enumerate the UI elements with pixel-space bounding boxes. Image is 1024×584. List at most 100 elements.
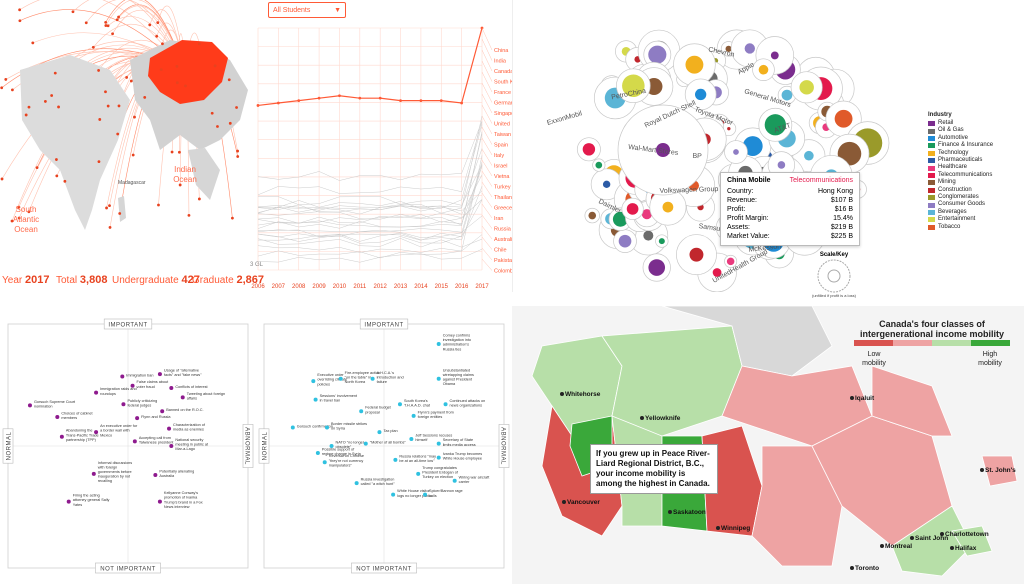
- quadrant-point[interactable]: [94, 430, 99, 435]
- quadrant-point[interactable]: [167, 426, 172, 431]
- quadrant-point[interactable]: [313, 397, 318, 402]
- origin-dot: [178, 183, 182, 187]
- country-label[interactable]: China: [494, 48, 509, 54]
- quadrant-point[interactable]: [397, 402, 402, 407]
- legend-swatch: [928, 143, 935, 149]
- quadrant-point[interactable]: [55, 415, 60, 420]
- quadrant-point-label: Publicly criticizing federal judges: [127, 399, 157, 408]
- region-labrador[interactable]: [871, 365, 953, 437]
- quadrant-point[interactable]: [423, 492, 428, 497]
- region-quebec-south[interactable]: [891, 505, 973, 577]
- quadrant-point[interactable]: [160, 409, 165, 414]
- legend-item[interactable]: Oil & Gas: [928, 127, 993, 134]
- country-label[interactable]: Taiwan: [494, 132, 511, 138]
- quadrant-point[interactable]: [315, 450, 320, 455]
- origin-dot: [235, 106, 238, 109]
- legend-item[interactable]: Pharmaceuticals: [928, 157, 993, 164]
- quadrant-point[interactable]: [377, 430, 382, 435]
- quadrant-point[interactable]: [290, 425, 295, 430]
- country-label[interactable]: France: [494, 90, 511, 96]
- quadrant-point[interactable]: [391, 492, 396, 497]
- country-label[interactable]: Turkey: [494, 185, 511, 191]
- legend-item[interactable]: Consumer Goods: [928, 201, 993, 208]
- quadrant-point[interactable]: [338, 376, 343, 381]
- country-label[interactable]: Canada: [494, 69, 512, 75]
- quadrant-point[interactable]: [180, 395, 185, 400]
- quadrant-point[interactable]: [436, 376, 441, 381]
- tooltip-value: $225 B: [830, 233, 853, 240]
- quadrant-point[interactable]: [359, 409, 364, 414]
- origin-dot: [187, 213, 191, 217]
- country-label[interactable]: Singapo: [494, 111, 512, 117]
- quadrant-point[interactable]: [411, 413, 416, 418]
- quadrant-point[interactable]: [27, 403, 32, 408]
- quadrant-point[interactable]: [416, 471, 421, 476]
- country-label[interactable]: Spain: [494, 143, 508, 149]
- legend-item[interactable]: Mining: [928, 179, 993, 186]
- quadrant-point[interactable]: [121, 402, 126, 407]
- quadrant-point[interactable]: [132, 439, 137, 444]
- country-label[interactable]: United: [494, 122, 510, 128]
- legend-item[interactable]: Telecommunications: [928, 172, 993, 179]
- country-label[interactable]: South K: [494, 80, 512, 86]
- country-label[interactable]: Chile: [494, 248, 507, 254]
- legend-item[interactable]: Automotive: [928, 135, 993, 142]
- legend-swatch: [928, 195, 935, 201]
- country-label[interactable]: India: [494, 59, 507, 65]
- origin-dot: [133, 115, 136, 119]
- quadrant-point[interactable]: [120, 374, 125, 379]
- country-label[interactable]: Thailan: [494, 195, 512, 201]
- legend-item[interactable]: Finance & Insurance: [928, 142, 993, 149]
- quadrant-point[interactable]: [153, 472, 158, 477]
- legend-item[interactable]: Tobacco: [928, 224, 993, 231]
- region-maritimes[interactable]: [951, 525, 993, 557]
- quadrant-point[interactable]: [157, 372, 162, 377]
- country-label[interactable]: Vietna: [494, 174, 510, 180]
- legend-item[interactable]: Healthcare: [928, 164, 993, 171]
- legend-item[interactable]: Retail: [928, 120, 993, 127]
- country-label[interactable]: Israel: [494, 164, 507, 170]
- quadrant-point[interactable]: [354, 481, 359, 486]
- quadrant-point[interactable]: [436, 342, 441, 347]
- quadrant-point[interactable]: [436, 455, 441, 460]
- quadrant-point[interactable]: [59, 434, 64, 439]
- country-label[interactable]: Iran: [494, 216, 503, 222]
- background-series-line: [257, 165, 483, 244]
- quadrant-point[interactable]: [169, 444, 174, 448]
- quadrant-point[interactable]: [452, 478, 457, 483]
- quadrant-point[interactable]: [169, 386, 174, 391]
- legend-item[interactable]: Entertainment: [928, 216, 993, 223]
- country-label[interactable]: Australi: [494, 237, 512, 243]
- country-label[interactable]: Colomb: [494, 269, 512, 275]
- quadrant-point[interactable]: [443, 402, 448, 407]
- quadrant-point[interactable]: [363, 441, 368, 446]
- region-newfoundland[interactable]: [981, 455, 1018, 487]
- origin-dot: [177, 150, 181, 154]
- quadrant-point[interactable]: [329, 444, 334, 448]
- quadrant-point[interactable]: [393, 457, 398, 462]
- legend-item[interactable]: Conglomerates: [928, 194, 993, 201]
- quadrant-point[interactable]: [311, 379, 316, 384]
- quadrant-point[interactable]: [91, 471, 96, 476]
- country-label[interactable]: Greece: [494, 206, 512, 212]
- country-label[interactable]: Italy: [494, 153, 504, 159]
- quadrant-point[interactable]: [157, 499, 162, 504]
- country-label[interactable]: Pakista: [494, 258, 512, 264]
- quadrant-point[interactable]: [409, 437, 414, 442]
- quadrant-point[interactable]: [436, 441, 441, 446]
- quadrant-point[interactable]: [94, 390, 99, 395]
- quadrant-point[interactable]: [66, 499, 71, 504]
- quadrant-point[interactable]: [370, 376, 375, 381]
- country-label[interactable]: Russia: [494, 227, 512, 233]
- quadrant-point[interactable]: [135, 416, 140, 421]
- country-label[interactable]: German: [494, 101, 512, 107]
- country-connector: [481, 247, 493, 261]
- legend-item[interactable]: Construction: [928, 187, 993, 194]
- legend-item[interactable]: Beverages: [928, 209, 993, 216]
- quadrant-point[interactable]: [325, 425, 329, 430]
- student-type-dropdown[interactable]: All Students ▼: [268, 2, 346, 18]
- quadrant-point[interactable]: [130, 383, 135, 388]
- quadrant-point-label: Sessions' involvement in travel ban: [320, 394, 358, 403]
- quadrant-point[interactable]: [322, 460, 327, 465]
- legend-item[interactable]: Technology: [928, 150, 993, 157]
